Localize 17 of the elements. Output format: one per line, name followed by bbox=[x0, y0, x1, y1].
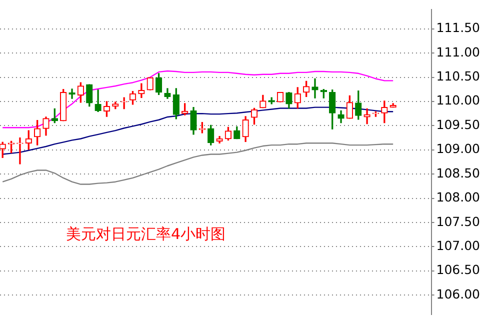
y-tick-label: 110.00 bbox=[436, 92, 480, 108]
candlestick bbox=[312, 78, 318, 98]
candlestick bbox=[138, 83, 145, 98]
y-tick-label: 109.00 bbox=[436, 141, 480, 156]
candlestick bbox=[364, 108, 370, 124]
candlestick bbox=[68, 88, 76, 99]
y-tick-label: 111.00 bbox=[436, 44, 480, 60]
y-tick-label: 111.50 bbox=[436, 20, 480, 36]
annotation: 美元对日元汇率4小时图 bbox=[66, 225, 226, 244]
y-tick-label: 106.50 bbox=[436, 262, 480, 278]
y-tick-label: 107.50 bbox=[436, 214, 480, 229]
y-tick-label: 106.00 bbox=[436, 286, 480, 302]
y-tick-label: 107.00 bbox=[436, 238, 480, 253]
y-tick-label: 108.00 bbox=[436, 190, 480, 205]
y-tick-label: 109.50 bbox=[436, 116, 480, 132]
y-tick-label: 108.50 bbox=[436, 165, 480, 180]
y-tick-label: 110.50 bbox=[436, 68, 480, 84]
